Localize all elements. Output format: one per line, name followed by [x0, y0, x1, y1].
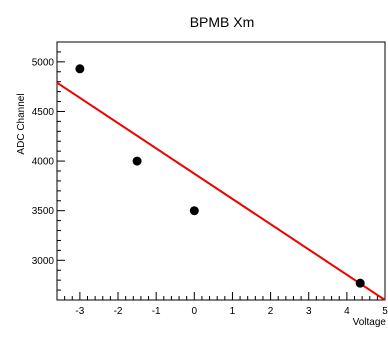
y-tick-label: 3500 [32, 206, 55, 217]
y-axis-title: ADC Channel [16, 93, 27, 154]
plot-frame [56, 41, 386, 301]
data-point [75, 64, 85, 74]
x-tick-label: 1 [230, 306, 236, 317]
x-tick-label: -3 [75, 306, 84, 317]
y-tick-label: 4000 [32, 157, 55, 168]
x-tick-label: 3 [306, 306, 312, 317]
y-tick-label: 5000 [32, 57, 55, 68]
x-tick-label: 0 [192, 306, 198, 317]
x-tick-label: 2 [268, 306, 274, 317]
data-point [189, 206, 199, 216]
x-tick-label: -2 [114, 306, 123, 317]
chart-title: BPMB Xm [190, 14, 255, 30]
data-point [132, 156, 142, 166]
data-point [355, 278, 365, 288]
x-axis-title: Voltage [353, 317, 387, 328]
plot-area: -3 -2 -1 0 1 2 3 4 5 3000 3500 4000 4500 5000 [32, 41, 388, 317]
fit-line [56, 81, 386, 301]
x-tick-label: -1 [152, 306, 161, 317]
y-tick-label: 3000 [32, 256, 55, 267]
x-tick-label: 5 [382, 306, 388, 317]
y-tick-label: 4500 [32, 107, 55, 118]
x-tick-label: 4 [344, 306, 350, 317]
